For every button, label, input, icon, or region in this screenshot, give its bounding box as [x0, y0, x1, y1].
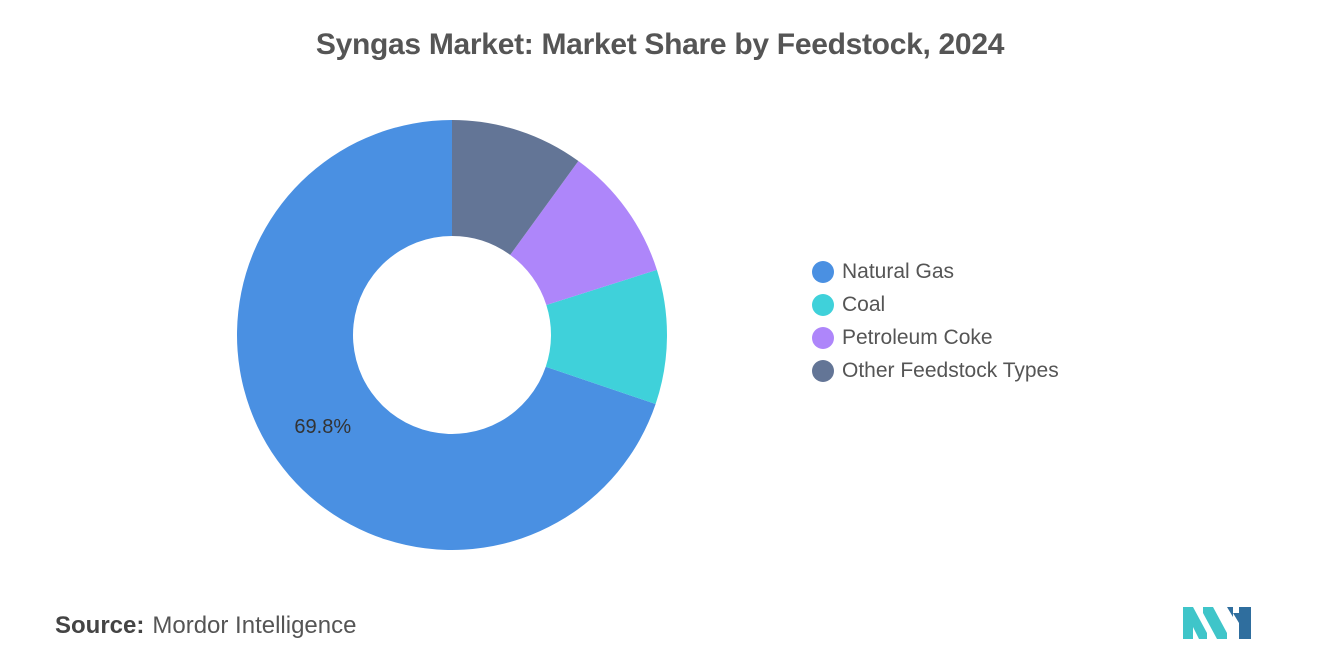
- slice-petroleum-coke: [510, 161, 657, 305]
- legend-swatch: [812, 359, 834, 382]
- source-label: Source:: [55, 612, 145, 639]
- source-text: Mordor Intelligence: [152, 612, 357, 639]
- legend-item-other-feedstock-types: Other Feedstock Types: [812, 354, 1059, 387]
- slice-coal: [545, 269, 667, 405]
- chart-title: Syngas Market: Market Share by Feedstock…: [315, 28, 1005, 61]
- legend-swatch: [812, 293, 834, 316]
- donut-slices: [237, 120, 667, 550]
- slice-natural-gas: [237, 120, 656, 550]
- donut-data-labels: 69.8%: [294, 416, 351, 438]
- legend-item-natural-gas: Natural Gas: [812, 255, 1059, 288]
- legend-swatch: [812, 260, 834, 283]
- data-label-natural-gas: 69.8%: [294, 416, 351, 438]
- legend-label: Natural Gas: [842, 259, 955, 283]
- mordor-intelligence-logo-icon: [1183, 607, 1251, 639]
- legend-swatch: [812, 326, 834, 349]
- slice-other-feedstock-types: [452, 120, 579, 255]
- legend-item-petroleum-coke: Petroleum Coke: [812, 321, 1059, 354]
- legend-label: Coal: [842, 292, 886, 316]
- legend-item-coal: Coal: [812, 288, 1059, 321]
- legend-label: Petroleum Coke: [842, 325, 993, 349]
- source-line: Source: Mordor Intelligence: [55, 612, 356, 640]
- chart-legend: Natural Gas Coal Petroleum Coke Other Feeds…: [812, 255, 1059, 387]
- legend-label: Other Feedstock Types: [842, 358, 1059, 382]
